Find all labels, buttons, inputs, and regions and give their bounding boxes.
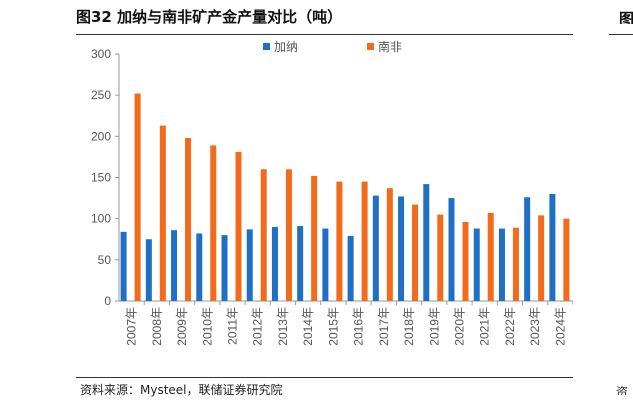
bar-chart: 0 50 100 150 200 250 300 2007年 2008年 2009年 2010年 20… bbox=[91, 39, 573, 346]
x-tick-label: 2023年 bbox=[528, 307, 542, 346]
bar-south-africa-2017 bbox=[386, 188, 393, 301]
bar-south-africa-2018 bbox=[412, 204, 419, 301]
bar-south-africa-2011 bbox=[235, 151, 242, 301]
figure-title: 图32 加纳与南非矿产金产量对比（吨） bbox=[76, 8, 343, 26]
x-tick-label: 2011年 bbox=[226, 307, 240, 345]
bar-south-africa-2008 bbox=[159, 125, 166, 301]
x-tick-label: 2013年 bbox=[276, 307, 290, 346]
bar-south-africa-2010 bbox=[210, 145, 217, 301]
bar-ghana-2010 bbox=[196, 233, 203, 301]
bar-ghana-2009 bbox=[171, 230, 178, 301]
bar-ghana-2014 bbox=[297, 226, 304, 301]
bar-south-africa-2020 bbox=[462, 221, 469, 301]
x-tick-label: 2008年 bbox=[150, 307, 164, 346]
bar-south-africa-2023 bbox=[538, 215, 545, 301]
x-tick-label: 2024年 bbox=[553, 307, 567, 346]
y-tick-label: 250 bbox=[91, 88, 111, 102]
bar-ghana-2011 bbox=[221, 235, 228, 301]
x-tick-label: 2017年 bbox=[377, 307, 391, 346]
bar-ghana-2007 bbox=[120, 231, 127, 301]
neighbor-source-fragment: 资 bbox=[616, 385, 629, 395]
x-tick-label: 2021年 bbox=[478, 307, 492, 346]
y-tick-label: 0 bbox=[104, 294, 111, 308]
x-tick-label: 2012年 bbox=[251, 307, 265, 346]
bar-ghana-2020 bbox=[448, 198, 455, 301]
x-tick-label: 2009年 bbox=[175, 307, 189, 346]
bar-ghana-2021 bbox=[473, 228, 480, 301]
legend-label-ghana: 加纳 bbox=[274, 40, 298, 54]
bar-south-africa-2024 bbox=[563, 218, 570, 301]
title-rule bbox=[76, 34, 573, 35]
bar-ghana-2016 bbox=[347, 235, 354, 301]
legend-swatch-south-africa bbox=[367, 43, 374, 50]
bar-ghana-2015 bbox=[322, 228, 329, 301]
neighbor-glyph: 图 bbox=[619, 10, 633, 24]
x-tick-label: 2018年 bbox=[402, 307, 416, 346]
y-tick-label: 100 bbox=[91, 212, 111, 226]
bar-ghana-2008 bbox=[145, 239, 152, 301]
bar-ghana-2024 bbox=[549, 193, 556, 301]
x-tick-label: 2007年 bbox=[125, 307, 139, 346]
bar-ghana-2023 bbox=[524, 197, 531, 301]
x-tick-label: 2019年 bbox=[427, 307, 441, 346]
bar-ghana-2022 bbox=[498, 228, 505, 301]
source-note: 资料来源：Mysteel，联储证券研究院 bbox=[80, 383, 283, 397]
bar-south-africa-2015 bbox=[336, 181, 343, 301]
x-tick-label: 2022年 bbox=[503, 307, 517, 346]
bar-south-africa-2013 bbox=[285, 169, 292, 301]
bar-south-africa-2014 bbox=[311, 175, 318, 301]
neighbor-title-rule bbox=[609, 34, 633, 35]
bar-south-africa-2007 bbox=[134, 93, 141, 301]
bar-south-africa-2009 bbox=[185, 137, 192, 301]
bar-ghana-2013 bbox=[271, 226, 278, 301]
x-tick-label: 2020年 bbox=[453, 307, 467, 346]
bar-ghana-2019 bbox=[423, 184, 430, 301]
legend-swatch-ghana bbox=[263, 43, 270, 50]
bar-ghana-2017 bbox=[372, 195, 379, 301]
bar-south-africa-2021 bbox=[487, 212, 494, 301]
x-tick-label: 2014年 bbox=[301, 307, 315, 346]
bar-ghana-2018 bbox=[398, 196, 405, 301]
bar-south-africa-2012 bbox=[260, 169, 267, 301]
bar-south-africa-2019 bbox=[437, 214, 444, 301]
y-tick-label: 200 bbox=[91, 129, 111, 143]
bar-south-africa-2016 bbox=[361, 181, 368, 301]
y-tick-label: 50 bbox=[98, 253, 112, 267]
bar-south-africa-2022 bbox=[512, 227, 519, 301]
y-tick-label: 150 bbox=[91, 171, 111, 185]
x-tick-label: 2016年 bbox=[352, 307, 366, 346]
source-rule bbox=[76, 377, 573, 378]
legend-label-south-africa: 南非 bbox=[378, 39, 402, 54]
bar-ghana-2012 bbox=[246, 229, 253, 301]
x-tick-label: 2015年 bbox=[326, 307, 340, 346]
neighbor-figure-title-fragment: 图 bbox=[619, 8, 633, 24]
x-tick-label: 2010年 bbox=[200, 307, 214, 346]
y-tick-label: 300 bbox=[91, 47, 111, 61]
